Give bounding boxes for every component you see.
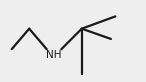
Text: NH: NH [46, 50, 61, 60]
